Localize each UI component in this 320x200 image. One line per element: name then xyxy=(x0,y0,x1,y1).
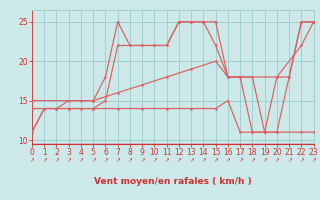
X-axis label: Vent moyen/en rafales ( km/h ): Vent moyen/en rafales ( km/h ) xyxy=(94,177,252,186)
